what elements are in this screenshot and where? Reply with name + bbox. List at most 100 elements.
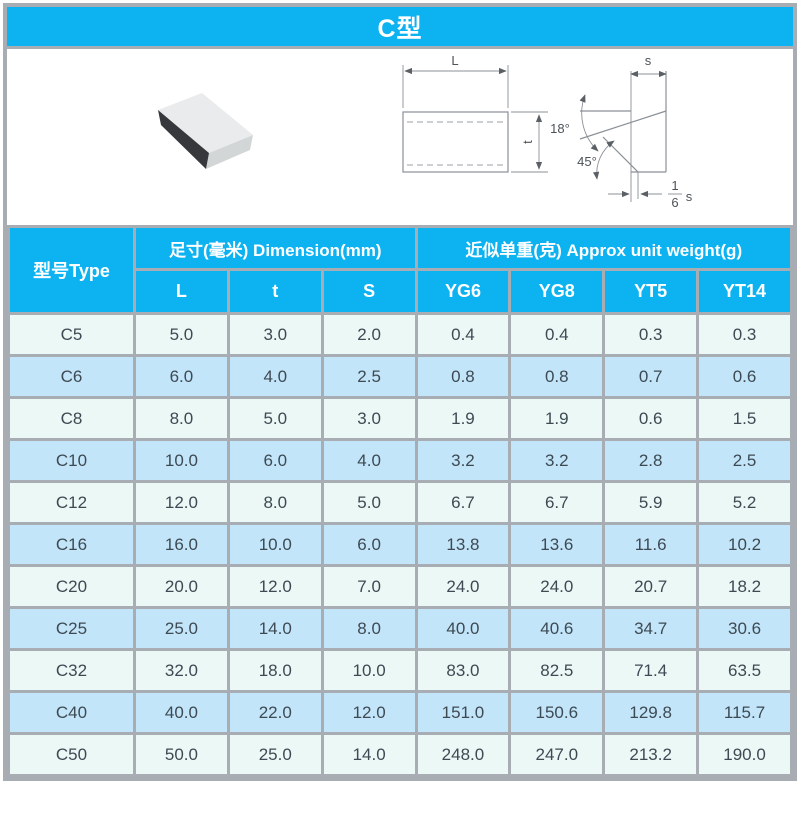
row-type: C5 — [7, 312, 136, 357]
row-value: 5.0 — [226, 396, 324, 441]
table-row: C12 12.0 8.0 5.0 6.7 6.7 5.9 5.2 — [7, 480, 793, 525]
table-row: C25 25.0 14.0 8.0 40.0 40.6 34.7 30.6 — [7, 606, 793, 651]
dimension-drawing-front: L t — [402, 53, 548, 173]
row-value: 8.0 — [320, 606, 418, 651]
row-value: 5.0 — [133, 312, 230, 357]
row-value: 13.6 — [508, 522, 606, 567]
row-value: 82.5 — [508, 648, 606, 693]
row-value: 2.0 — [320, 312, 418, 357]
row-value: 247.0 — [508, 732, 606, 777]
col-header-YT5: YT5 — [602, 268, 700, 315]
row-value: 5.2 — [696, 480, 793, 525]
angle-label-18: 18° — [550, 121, 570, 136]
row-value: 7.0 — [320, 564, 418, 609]
row-value: 2.5 — [320, 354, 418, 399]
row-value: 6.0 — [133, 354, 230, 399]
row-value: 18.0 — [226, 648, 324, 693]
row-value: 150.6 — [508, 690, 606, 735]
row-value: 25.0 — [133, 606, 230, 651]
col-header-YG6: YG6 — [414, 268, 512, 315]
row-value: 0.3 — [602, 312, 700, 357]
fraction-denominator: 6 — [671, 195, 678, 210]
row-value: 0.8 — [508, 354, 606, 399]
row-value: 18.2 — [696, 564, 793, 609]
row-value: 20.0 — [133, 564, 230, 609]
row-value: 34.7 — [602, 606, 700, 651]
row-value: 30.6 — [696, 606, 793, 651]
fraction-one-sixth-s: 1 6 s — [668, 178, 693, 210]
row-value: 24.0 — [508, 564, 606, 609]
row-value: 32.0 — [133, 648, 230, 693]
product-spec-panel: C型 L — [3, 3, 797, 781]
fraction-unit: s — [686, 189, 693, 204]
row-value: 151.0 — [414, 690, 512, 735]
row-value: 0.7 — [602, 354, 700, 399]
row-value: 83.0 — [414, 648, 512, 693]
col-header-type: 型号Type — [7, 225, 136, 315]
row-value: 0.3 — [696, 312, 793, 357]
product-photo — [158, 93, 253, 169]
table-body: C5 5.0 3.0 2.0 0.4 0.4 0.3 0.3 C6 6.0 4.0 2.5 0.8 0.8… — [7, 312, 793, 777]
table-row: C40 40.0 22.0 12.0 151.0 150.6 129.8 115.7 — [7, 690, 793, 735]
page-title: C型 — [377, 14, 423, 43]
row-value: 3.0 — [320, 396, 418, 441]
row-value: 20.7 — [602, 564, 700, 609]
row-value: 1.5 — [696, 396, 793, 441]
dim-label-L: L — [451, 53, 458, 68]
row-value: 24.0 — [414, 564, 512, 609]
col-header-S: S — [320, 268, 418, 315]
row-value: 12.0 — [133, 480, 230, 525]
row-type: C32 — [7, 648, 136, 693]
row-value: 10.0 — [226, 522, 324, 567]
title-bar: C型 — [7, 7, 793, 49]
table-row: C6 6.0 4.0 2.5 0.8 0.8 0.7 0.6 — [7, 354, 793, 399]
row-value: 2.5 — [696, 438, 793, 483]
row-value: 8.0 — [226, 480, 324, 525]
table-row: C20 20.0 12.0 7.0 24.0 24.0 20.7 18.2 — [7, 564, 793, 609]
row-value: 5.9 — [602, 480, 700, 525]
row-value: 213.2 — [602, 732, 700, 777]
row-value: 6.0 — [320, 522, 418, 567]
row-value: 190.0 — [696, 732, 793, 777]
table-header: 型号Type 足寸(毫米) Dimension(mm) 近似单重(克) Appr… — [7, 225, 794, 315]
row-type: C8 — [7, 396, 136, 441]
row-type: C12 — [7, 480, 136, 525]
table-row: C50 50.0 25.0 14.0 248.0 247.0 213.2 190.0 — [7, 732, 793, 777]
row-type: C50 — [7, 732, 136, 777]
angle-label-45: 45° — [577, 154, 597, 169]
dim-label-t: t — [520, 140, 535, 144]
spec-table: 型号Type 足寸(毫米) Dimension(mm) 近似单重(克) Appr… — [7, 225, 794, 777]
row-value: 248.0 — [414, 732, 512, 777]
dimension-drawing-side: s 18° 45° 1 6 s — [550, 53, 693, 210]
row-value: 5.0 — [320, 480, 418, 525]
col-header-L: L — [133, 268, 230, 315]
row-value: 12.0 — [226, 564, 324, 609]
row-type: C10 — [7, 438, 136, 483]
row-value: 4.0 — [226, 354, 324, 399]
row-value: 10.0 — [133, 438, 230, 483]
col-header-dimension: 足寸(毫米) Dimension(mm) — [133, 225, 418, 271]
row-value: 0.6 — [602, 396, 700, 441]
col-header-YT14: YT14 — [696, 268, 793, 315]
row-type: C6 — [7, 354, 136, 399]
fraction-numerator: 1 — [671, 178, 678, 193]
col-header-YG8: YG8 — [508, 268, 606, 315]
row-type: C25 — [7, 606, 136, 651]
row-value: 14.0 — [226, 606, 324, 651]
row-type: C16 — [7, 522, 136, 567]
row-value: 1.9 — [414, 396, 512, 441]
row-value: 1.9 — [508, 396, 606, 441]
table-row: C10 10.0 6.0 4.0 3.2 3.2 2.8 2.5 — [7, 438, 793, 483]
row-value: 3.0 — [226, 312, 324, 357]
table-row: C8 8.0 5.0 3.0 1.9 1.9 0.6 1.5 — [7, 396, 793, 441]
row-value: 0.8 — [414, 354, 512, 399]
row-value: 50.0 — [133, 732, 230, 777]
table-row: C5 5.0 3.0 2.0 0.4 0.4 0.3 0.3 — [7, 312, 793, 357]
row-value: 22.0 — [226, 690, 324, 735]
table-row: C32 32.0 18.0 10.0 83.0 82.5 71.4 63.5 — [7, 648, 793, 693]
row-type: C20 — [7, 564, 136, 609]
row-value: 8.0 — [133, 396, 230, 441]
figure-section: L t s 18° 45° — [7, 49, 793, 225]
row-value: 10.0 — [320, 648, 418, 693]
row-value: 3.2 — [414, 438, 512, 483]
